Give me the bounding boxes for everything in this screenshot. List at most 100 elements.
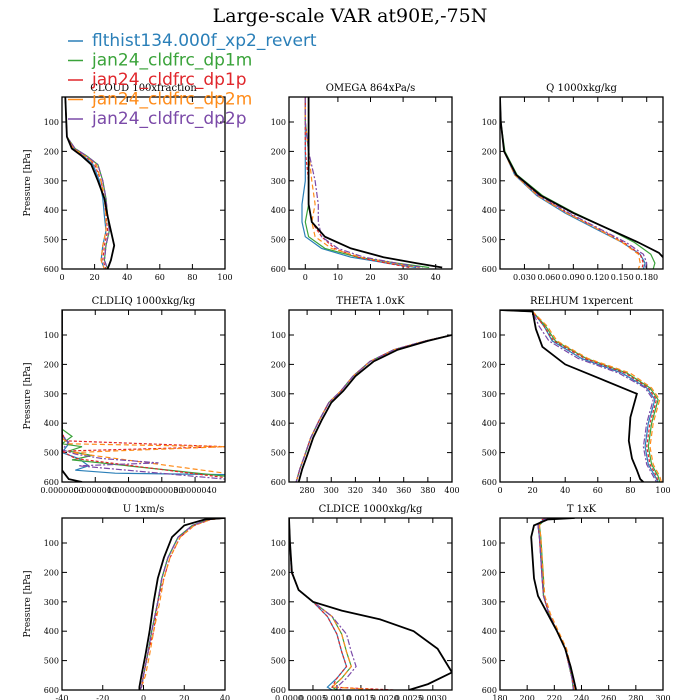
panel-title: CLDICE 1000xkg/kg [319, 504, 423, 515]
x-tick-label: 0.060 [537, 273, 560, 282]
y-tick-label: 100 [44, 331, 59, 340]
reference-line [62, 310, 83, 482]
x-tick-label: -40 [56, 694, 69, 700]
panel-4: CLDLIQ 1000xkg/kg Pressure [hPa] 100 200 300… [23, 296, 226, 495]
figure-title: Large-scale VAR at90E,-75N [213, 5, 488, 27]
legend-item: jan24_cldfrc_dp1m [68, 51, 252, 71]
legend-item: jan24_cldfrc_dp2m [68, 90, 252, 110]
x-tick-label: 0 [141, 694, 146, 700]
panel-frame [288, 517, 453, 691]
x-tick-label: 0.0005 [299, 694, 327, 700]
series-line-1 [500, 310, 659, 482]
series-line-4 [289, 518, 381, 690]
x-tick-label: 60 [155, 273, 165, 282]
x-tick-label: 240 [574, 694, 589, 700]
y-tick-label: 600 [44, 478, 59, 487]
panel-frame [499, 517, 664, 691]
panel-frame [499, 96, 664, 270]
y-axis-label: Pressure [hPa] [23, 149, 33, 216]
x-tick-label: 340 [372, 486, 387, 495]
panel-title: U 1xm/s [123, 504, 165, 515]
y-tick-label: 400 [271, 206, 286, 215]
x-tick-label: 300 [324, 486, 339, 495]
y-tick-label: 500 [44, 657, 59, 666]
y-tick-label: 600 [44, 686, 59, 695]
x-tick-label: 40 [431, 273, 441, 282]
reference-line [530, 518, 577, 690]
y-tick-label: 600 [44, 265, 59, 274]
y-tick-label: 400 [44, 206, 59, 215]
series-line-3 [138, 518, 225, 690]
reference-line [138, 518, 225, 690]
y-tick-label: 300 [271, 598, 286, 607]
y-tick-label: 100 [44, 118, 59, 127]
panel-5: THETA 1.0xK 100 200 300 400 500 600 280 300 320 34… [271, 296, 460, 495]
x-tick-label: 0.0000040 [173, 486, 216, 495]
reference-line [500, 97, 663, 258]
y-tick-label: 600 [271, 478, 286, 487]
legend-label: flthist134.000f_xp2_revert [92, 31, 317, 51]
x-tick-label: 40 [560, 486, 570, 495]
series-line-1 [295, 334, 452, 482]
y-tick-label: 200 [44, 147, 59, 156]
y-tick-label: 200 [271, 360, 286, 369]
panel-frame [61, 517, 226, 691]
y-tick-label: 200 [482, 568, 497, 577]
x-tick-label: 40 [220, 694, 230, 700]
x-tick-label: 0.030 [513, 273, 536, 282]
y-tick-label: 500 [44, 236, 59, 245]
y-tick-label: 500 [482, 236, 497, 245]
x-tick-label: 0.0010 [323, 694, 351, 700]
y-tick-label: 100 [271, 118, 286, 127]
x-tick-label: 20 [528, 486, 538, 495]
x-tick-label: 20 [365, 273, 375, 282]
legend-label: jan24_cldfrc_dp2m [91, 90, 252, 110]
series-line-5 [295, 334, 452, 482]
x-tick-label: 400 [444, 486, 459, 495]
y-tick-label: 500 [271, 449, 286, 458]
legend-label: jan24_cldfrc_dp1m [91, 51, 252, 71]
y-tick-label: 100 [44, 539, 59, 548]
x-tick-label: 0.0000 [275, 694, 303, 700]
x-tick-label: 200 [520, 694, 535, 700]
series-line-3 [500, 310, 659, 482]
plot-area [500, 310, 662, 482]
y-tick-label: 500 [44, 449, 59, 458]
panel-title: RELHUM 1xpercent [530, 296, 633, 307]
y-tick-label: 500 [482, 449, 497, 458]
y-tick-label: 100 [482, 118, 497, 127]
series-line-5 [138, 518, 225, 690]
x-tick-label: 260 [601, 694, 616, 700]
y-tick-label: 600 [271, 265, 286, 274]
x-tick-label: 0.0030 [419, 694, 447, 700]
series-line-3 [500, 97, 645, 269]
series-line-1 [62, 310, 225, 476]
y-tick-label: 300 [482, 598, 497, 607]
panel-title: CLOUD 100xfraction [90, 83, 197, 94]
panel-frame [61, 309, 226, 483]
x-tick-label: 30 [398, 273, 408, 282]
x-tick-label: 0.0025 [395, 694, 423, 700]
series-line-3 [289, 518, 395, 690]
plot-area [289, 518, 452, 690]
panel-2: OMEGA 864xPa/s 100 200 300 400 500 600 0 10 20 30 4… [271, 83, 453, 282]
series-line-2 [62, 310, 225, 477]
y-axis-label: Pressure [hPa] [23, 362, 33, 429]
y-tick-label: 200 [482, 360, 497, 369]
panel-title: OMEGA 864xPa/s [326, 83, 416, 94]
y-tick-label: 200 [44, 568, 59, 577]
reference-line [500, 310, 645, 482]
y-tick-label: 300 [44, 177, 59, 186]
x-tick-label: 320 [348, 486, 363, 495]
series-line-2 [295, 334, 452, 482]
reference-line [297, 334, 452, 482]
series-line-4 [138, 518, 225, 690]
x-tick-label: 0.180 [635, 273, 658, 282]
series-line-3 [62, 310, 225, 479]
x-tick-label: 360 [396, 486, 411, 495]
x-tick-label: 20 [90, 273, 100, 282]
